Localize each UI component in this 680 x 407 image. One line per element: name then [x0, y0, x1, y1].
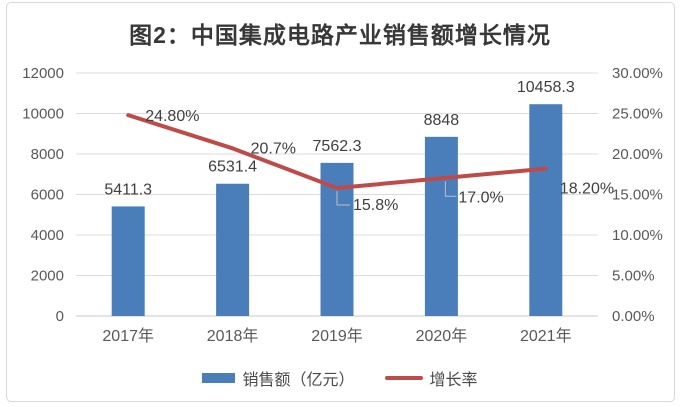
- right-axis-tick-label: 0.00%: [612, 308, 655, 325]
- right-axis-tick-label: 5.00%: [612, 268, 655, 285]
- chart-title: 图2：中国集成电路产业销售额增长情况: [129, 22, 551, 48]
- x-axis-label: 2018年: [207, 327, 259, 345]
- left-axis-tick-label: 6000: [31, 187, 64, 204]
- right-axis-tick-label: 25.00%: [612, 106, 663, 123]
- legend-item-sales: 销售额（亿元）: [202, 366, 355, 390]
- legend-label-growth: 增长率: [429, 372, 478, 389]
- label-leader-line: [336, 191, 350, 206]
- left-axis-tick-label: 8000: [31, 146, 64, 163]
- bar-value-label: 10458.3: [517, 79, 575, 96]
- legend-item-growth: 增长率: [384, 366, 478, 390]
- left-axis-tick-label: 12000: [22, 65, 64, 82]
- left-axis-tick-label: 4000: [31, 227, 64, 244]
- line-value-label: 17.0%: [458, 189, 503, 206]
- bar-value-label: 8848: [424, 112, 460, 129]
- x-axis-label: 2021年: [520, 327, 572, 345]
- line-value-label: 24.80%: [145, 108, 199, 125]
- line-value-label: 15.8%: [353, 197, 398, 214]
- bar-value-label: 6531.4: [208, 159, 257, 176]
- label-leader-line: [444, 181, 457, 197]
- right-axis-tick-label: 20.00%: [612, 146, 663, 163]
- legend-line-swatch-icon: [384, 376, 423, 380]
- left-axis-tick-label: 2000: [31, 268, 64, 285]
- right-axis-tick-label: 15.00%: [612, 187, 663, 204]
- line-value-label: 20.7%: [251, 140, 296, 157]
- bar: [216, 183, 250, 316]
- x-axis-label: 2017年: [102, 327, 154, 345]
- x-axis-label: 2020年: [416, 327, 468, 345]
- x-axis-label: 2019年: [311, 327, 363, 345]
- growth-line: [126, 113, 548, 191]
- bar-value-label: 5411.3: [104, 181, 152, 198]
- bar-value-label: 7562.3: [313, 138, 362, 155]
- line-value-label: 18.20%: [560, 181, 614, 198]
- legend-bar-swatch-icon: [202, 373, 236, 383]
- bar: [529, 104, 563, 316]
- legend: 销售额（亿元） 增长率: [0, 366, 680, 390]
- left-axis-tick-label: 10000: [22, 106, 64, 123]
- bar: [111, 206, 145, 316]
- left-axis-tick-label: 0: [56, 308, 64, 325]
- right-axis-tick-label: 10.00%: [612, 227, 663, 244]
- bar: [424, 136, 458, 316]
- right-axis-tick-label: 30.00%: [612, 65, 663, 82]
- legend-label-sales: 销售额（亿元）: [242, 372, 355, 389]
